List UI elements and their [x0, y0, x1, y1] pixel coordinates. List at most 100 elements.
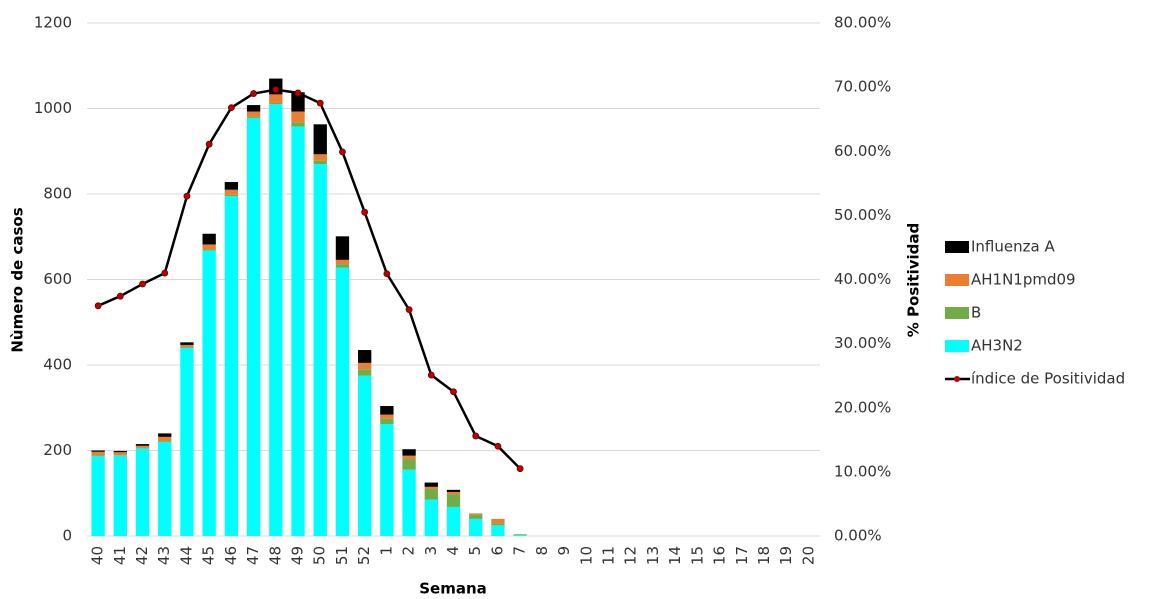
- bar-segment: [246, 117, 261, 536]
- bar-segment: [402, 449, 416, 456]
- bar-segment: [446, 494, 461, 507]
- x-tick-label: 43: [155, 546, 173, 565]
- x-tick-label: 42: [133, 546, 151, 565]
- legend-swatch: [945, 274, 969, 286]
- line-marker: [161, 269, 169, 277]
- bar-segment: [335, 264, 350, 268]
- legend-swatch: [945, 307, 969, 319]
- bar-segment: [357, 350, 372, 363]
- x-tick-label: 13: [644, 546, 662, 565]
- y2-tick-label: 80.00%: [834, 14, 891, 32]
- bar-segment: [180, 344, 194, 348]
- bar-segment: [424, 486, 438, 489]
- bar-segment: [180, 342, 194, 345]
- y2-tick-label: 10.00%: [834, 462, 891, 480]
- bar-segment: [113, 452, 127, 456]
- x-tick-label: 52: [355, 546, 373, 565]
- bar-segment: [491, 523, 505, 526]
- bar-segment: [335, 236, 350, 260]
- x-tick-label: 12: [622, 546, 640, 565]
- bar-segment: [446, 489, 461, 492]
- y2-tick-label: 0.00%: [834, 527, 882, 545]
- line-marker: [205, 140, 213, 148]
- bar-segment: [380, 423, 394, 536]
- legend-label: AH1N1pmd09: [971, 271, 1076, 289]
- bar-segment: [446, 491, 461, 495]
- bar-segment: [135, 444, 150, 446]
- bar-segment: [269, 104, 283, 536]
- x-tick-label: 16: [711, 546, 729, 565]
- x-axis-title: Semana: [419, 580, 487, 598]
- x-tick-label: 20: [799, 546, 817, 565]
- x-tick-label: 19: [777, 546, 795, 565]
- legend-label: índice de Positividad: [971, 370, 1125, 388]
- legend-swatch: [945, 340, 969, 352]
- bar-segment: [158, 441, 172, 442]
- bar-segment: [380, 418, 394, 424]
- bar-segment: [291, 92, 305, 112]
- bar-segment: [402, 469, 416, 536]
- y2-tick-label: 30.00%: [834, 334, 891, 352]
- bar-segment: [357, 369, 372, 376]
- bar-segment: [91, 456, 105, 536]
- bar-segment: [246, 105, 261, 112]
- bar-segment: [469, 514, 483, 519]
- y-tick-label: 400: [43, 356, 72, 374]
- bar-segment: [91, 450, 105, 452]
- x-tick-label: 10: [577, 546, 595, 565]
- y2-tick-label: 70.00%: [834, 78, 891, 96]
- line-marker: [405, 306, 413, 314]
- line-marker: [183, 192, 191, 200]
- legend-marker: [954, 376, 960, 382]
- bar-segment: [202, 244, 216, 250]
- x-tick-label: 46: [222, 546, 240, 565]
- bar-segment: [424, 482, 438, 487]
- x-tick-label: 41: [111, 546, 129, 565]
- bar-segment: [158, 441, 172, 536]
- bar-segment: [291, 111, 305, 123]
- line-marker: [94, 302, 102, 310]
- y2-tick-label: 60.00%: [834, 142, 891, 160]
- line-marker: [250, 90, 257, 97]
- bar-segment: [113, 455, 127, 536]
- x-tick-label: 40: [89, 546, 107, 565]
- bar-segment: [246, 116, 261, 118]
- y-tick-label: 600: [43, 270, 72, 288]
- line: [97, 88, 522, 470]
- bar-segment: [469, 518, 483, 536]
- x-tick-label: 45: [200, 546, 218, 565]
- x-tick-label: 3: [422, 546, 440, 556]
- bar-segment: [424, 499, 438, 536]
- x-tick-label: 5: [466, 546, 484, 556]
- bar-segment: [491, 518, 505, 524]
- bar-segment: [224, 189, 239, 195]
- bar-segment: [513, 534, 527, 536]
- bar-segment: [158, 436, 172, 442]
- x-tick-label: 51: [333, 546, 351, 565]
- bar-segment: [180, 347, 194, 348]
- x-tick-label: 50: [311, 546, 329, 565]
- line-marker: [427, 371, 435, 379]
- legend-label: B: [971, 304, 981, 322]
- bar-segment: [202, 250, 216, 536]
- bar-segment: [135, 448, 150, 536]
- bar-segment: [402, 455, 416, 460]
- x-tick-label: 8: [533, 546, 551, 556]
- line-marker: [116, 292, 124, 300]
- y-tick-label: 0: [62, 527, 72, 545]
- bar-segment: [335, 267, 350, 536]
- x-tick-label: 1: [377, 546, 395, 556]
- line-marker: [227, 104, 235, 112]
- bar-segment: [224, 196, 239, 536]
- bar-segment: [313, 164, 327, 536]
- legend-swatch: [945, 241, 969, 253]
- x-tick-label: 44: [177, 546, 195, 565]
- bar-segment: [158, 433, 172, 437]
- y2-tick-label: 20.00%: [834, 398, 891, 416]
- bar-segment: [469, 513, 483, 515]
- y-axis-title: Nùmero de casos: [9, 207, 27, 352]
- bar-segment: [224, 194, 239, 197]
- bar-segment: [113, 450, 127, 453]
- bar-segment: [380, 414, 394, 419]
